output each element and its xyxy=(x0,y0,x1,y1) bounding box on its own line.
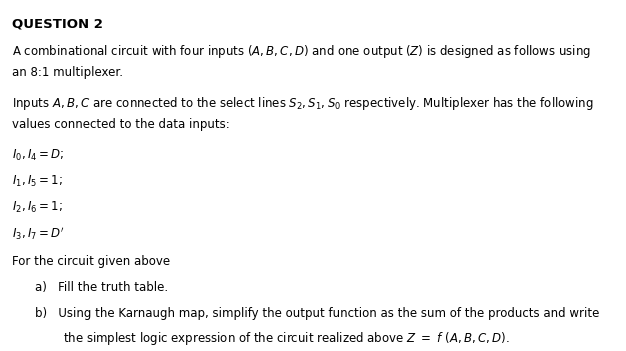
Text: Inputs $A, B, C$ are connected to the select lines $S_2, S_1, S_0$ respectively.: Inputs $A, B, C$ are connected to the se… xyxy=(12,95,593,112)
Text: A combinational circuit with four inputs ($A, B, C, D$) and one output ($Z$) is : A combinational circuit with four inputs… xyxy=(12,43,591,60)
Text: a)   Fill the truth table.: a) Fill the truth table. xyxy=(34,281,168,294)
Text: an 8:1 multiplexer.: an 8:1 multiplexer. xyxy=(12,66,123,79)
Text: $I_0, I_4 = D;$: $I_0, I_4 = D;$ xyxy=(12,147,64,163)
Text: $I_2, I_6 = 1;$: $I_2, I_6 = 1;$ xyxy=(12,200,63,215)
Text: $I_3, I_7 = D'$: $I_3, I_7 = D'$ xyxy=(12,226,64,242)
Text: $I_1, I_5 = 1;$: $I_1, I_5 = 1;$ xyxy=(12,173,63,188)
Text: QUESTION 2: QUESTION 2 xyxy=(12,17,103,30)
Text: For the circuit given above: For the circuit given above xyxy=(12,255,170,268)
Text: the simplest logic expression of the circuit realized above $Z\ =\ f\ (A, B, C, : the simplest logic expression of the cir… xyxy=(63,330,510,347)
Text: values connected to the data inputs:: values connected to the data inputs: xyxy=(12,118,230,131)
Text: b)   Using the Karnaugh map, simplify the output function as the sum of the prod: b) Using the Karnaugh map, simplify the … xyxy=(34,307,599,320)
